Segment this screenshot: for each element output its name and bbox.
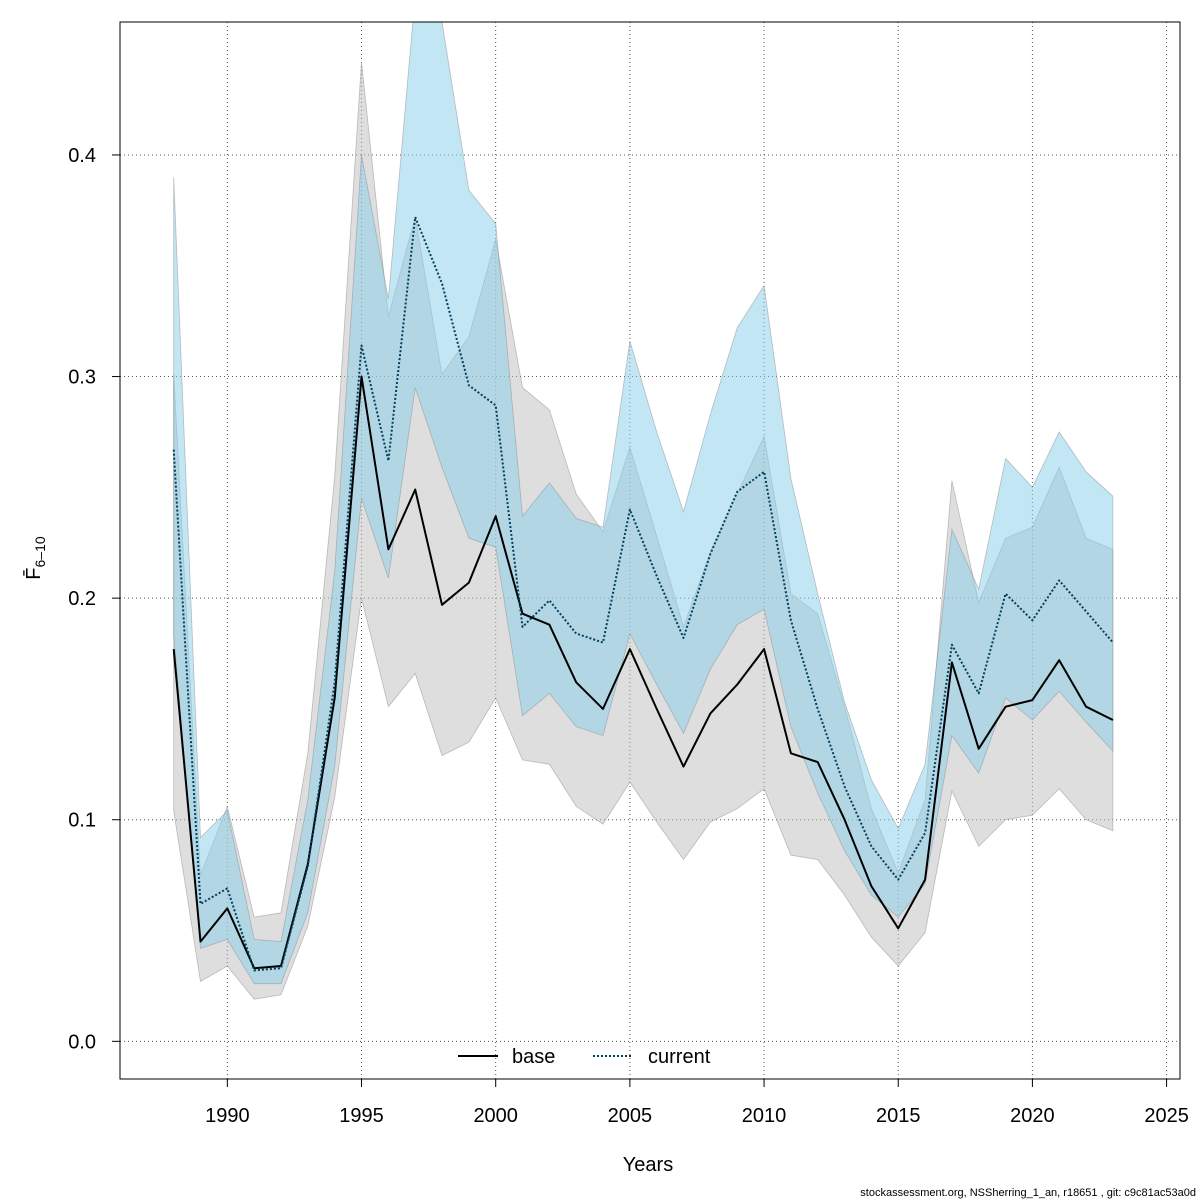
y-tick-label-0: 0.0 bbox=[68, 1031, 96, 1053]
x-tick-label-1990: 1990 bbox=[205, 1105, 250, 1127]
series-line-base bbox=[172, 375, 1114, 970]
confidence-bands bbox=[173, 22, 1114, 1000]
y-axis-label-main: F̄ bbox=[22, 567, 45, 579]
legend: base current bbox=[458, 1046, 711, 1068]
x-tick-label-2020: 2020 bbox=[1010, 1105, 1055, 1127]
x-tick-label-2015: 2015 bbox=[876, 1105, 921, 1127]
y-tick-label-1: 0.1 bbox=[68, 810, 96, 832]
y-tick-label-3: 0.3 bbox=[68, 367, 96, 389]
y-tick-label-2: 0.2 bbox=[68, 588, 96, 610]
x-tick-label-2000: 2000 bbox=[473, 1105, 518, 1127]
y-tick-label-4: 0.4 bbox=[68, 145, 96, 167]
y-axis: 0.0 0.1 0.2 0.3 0.4 bbox=[68, 145, 120, 1053]
x-tick-label-2025: 2025 bbox=[1144, 1105, 1189, 1127]
confidence-band-current bbox=[173, 22, 1114, 985]
footer-text: stockassessment.org, NSSherring_1_an, r1… bbox=[860, 1187, 1196, 1199]
series-lines bbox=[172, 216, 1114, 972]
x-tick-label-2010: 2010 bbox=[742, 1105, 787, 1127]
legend-label-base: base bbox=[512, 1046, 555, 1068]
y-axis-label: F̄6–10 bbox=[22, 536, 48, 580]
x-tick-label-1995: 1995 bbox=[339, 1105, 384, 1127]
series-line-current bbox=[172, 216, 1114, 972]
y-axis-label-subscript: 6–10 bbox=[32, 536, 48, 567]
x-axis-label: Years bbox=[623, 1154, 673, 1176]
plot-frame bbox=[119, 21, 1181, 1080]
x-tick-label-2005: 2005 bbox=[608, 1105, 653, 1127]
x-axis: 1990 1995 2000 2005 2010 2015 2020 2025 bbox=[205, 1079, 1189, 1127]
legend-label-current: current bbox=[648, 1046, 711, 1068]
